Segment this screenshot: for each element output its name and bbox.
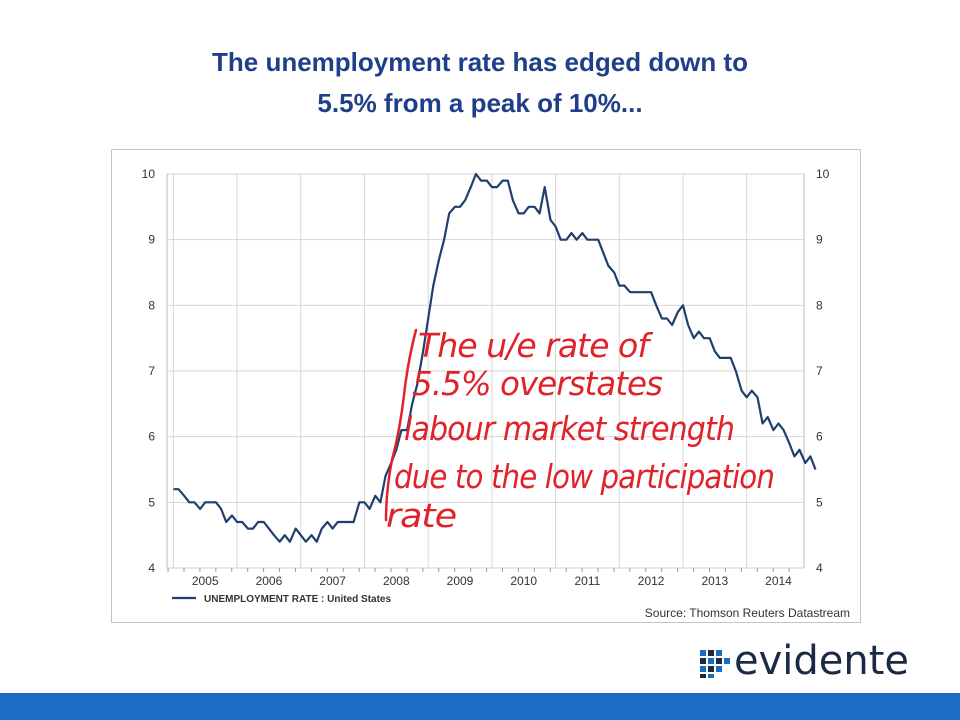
y-tick-label-right: 9 [816, 233, 823, 247]
x-tick-label: 2009 [447, 574, 474, 588]
y-tick-label-left: 10 [142, 167, 156, 181]
y-tick-label-left: 4 [148, 561, 155, 575]
y-tick-label-right: 4 [816, 561, 823, 575]
unemployment-line-chart: 4 4 5 5 6 6 7 7 8 8 9 9 10 10 2005 2006 2007 2008 2009 2010… [142, 167, 850, 620]
logo-text: evidente [734, 638, 910, 684]
logo-grid-icon [700, 650, 730, 678]
x-tick-label: 2007 [319, 574, 346, 588]
x-tick-label: 2010 [510, 574, 537, 588]
x-tick-label: 2006 [256, 574, 283, 588]
chart-frame: 4 4 5 5 6 6 7 7 8 8 9 9 10 10 2005 2006 2007 2008 2009 2010… [111, 149, 861, 623]
y-tick-label-left: 6 [148, 430, 155, 444]
x-tick-label: 2014 [765, 574, 792, 588]
slide-title: The unemployment rate has edged down to … [0, 42, 960, 124]
y-tick-label-right: 5 [816, 495, 823, 509]
x-tick-label: 2012 [638, 574, 665, 588]
y-tick-label-left: 5 [148, 495, 155, 509]
slide-title-line-1: The unemployment rate has edged down to [212, 47, 748, 77]
slide-title-line-2: 5.5% from a peak of 10%... [317, 88, 643, 118]
y-tick-label-left: 9 [148, 233, 155, 247]
x-tick-label: 2011 [575, 574, 601, 588]
footer-bar [0, 693, 960, 720]
legend-label: UNEMPLOYMENT RATE : United States [204, 594, 391, 605]
y-tick-label-right: 8 [816, 298, 823, 312]
series-line-unemployment-rate [173, 172, 817, 543]
y-tick-label-right: 10 [816, 167, 830, 181]
y-tick-label-right: 7 [816, 364, 823, 378]
x-tick-label: 2013 [701, 574, 728, 588]
x-tick-label: 2008 [383, 574, 410, 588]
x-tick-label: 2005 [192, 574, 219, 588]
y-tick-label-right: 6 [816, 430, 823, 444]
chart-source: Source: Thomson Reuters Datastream [645, 606, 850, 620]
y-tick-label-left: 7 [148, 364, 155, 378]
y-tick-label-left: 8 [148, 298, 155, 312]
evidente-logo: evidente [700, 638, 915, 686]
